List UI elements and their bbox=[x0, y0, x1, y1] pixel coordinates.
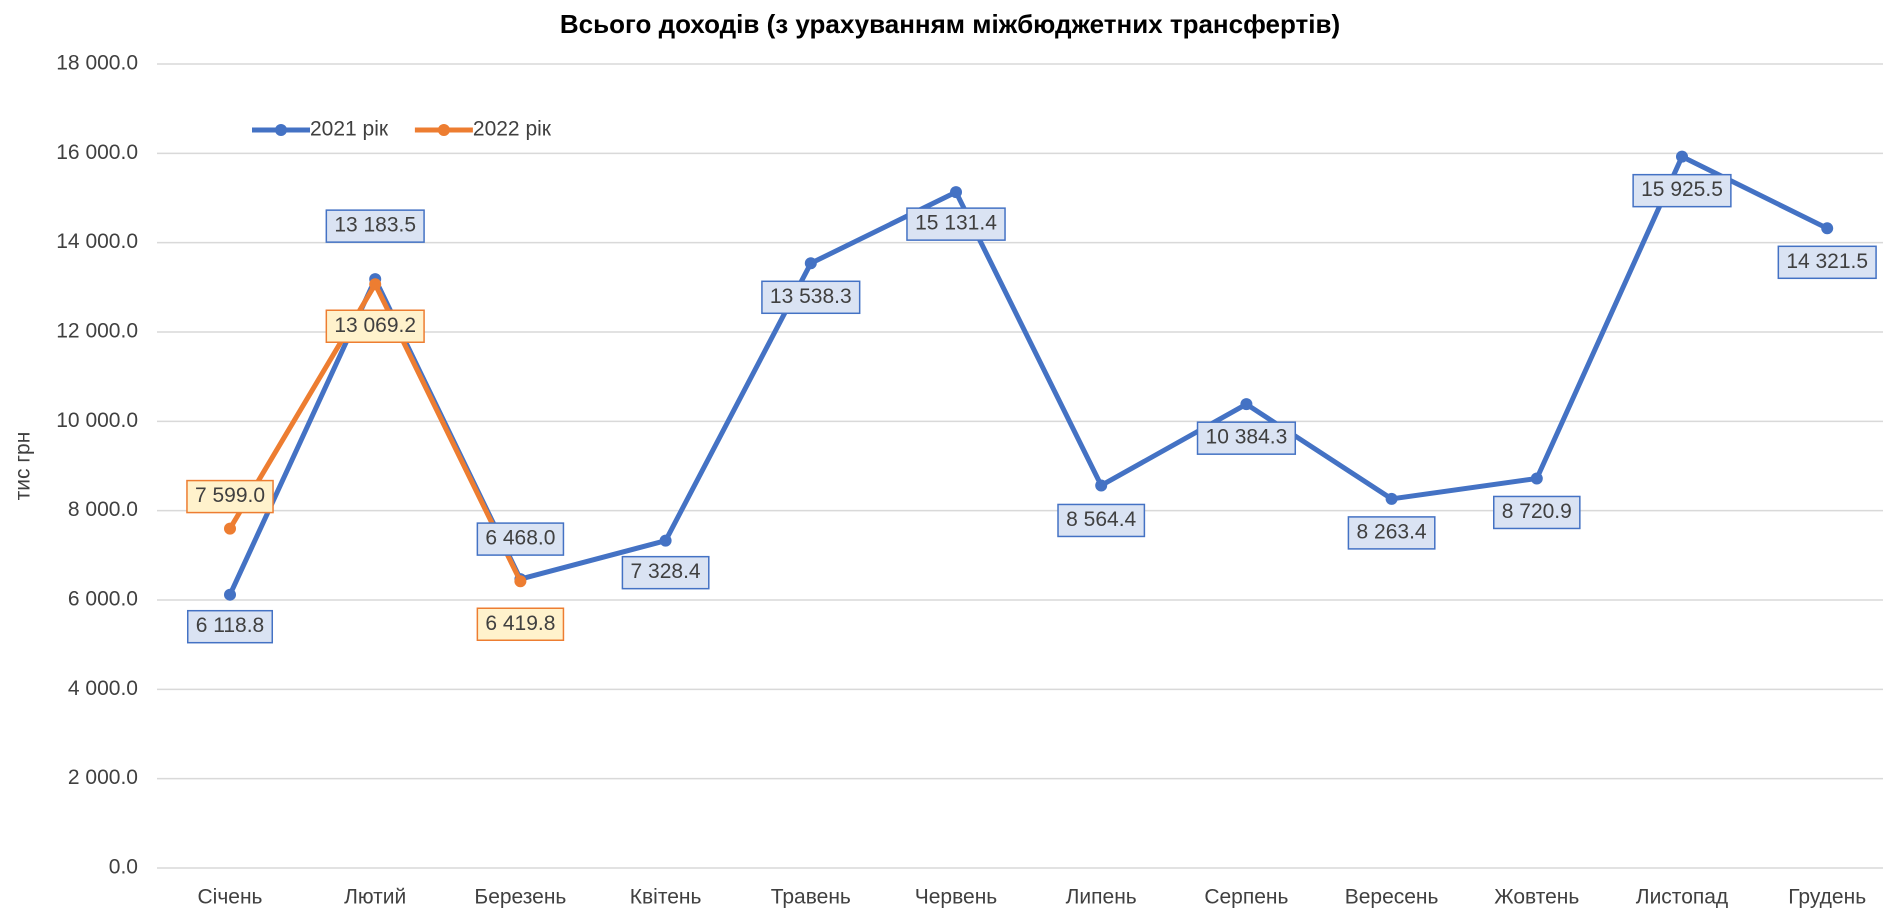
data-label-box bbox=[1057, 503, 1146, 538]
marker bbox=[224, 588, 236, 601]
data-label-text: 7 328.4 bbox=[631, 560, 701, 583]
y-tick-label: 16 000.0 bbox=[56, 141, 138, 164]
data-label-box bbox=[325, 309, 425, 343]
data-label: 6 468.0 bbox=[476, 522, 565, 556]
legend-marker bbox=[437, 124, 450, 136]
data-label: 15 925.5 bbox=[1632, 173, 1732, 208]
data-label-text: 7 599.0 bbox=[195, 484, 265, 507]
data-label: 14 321.5 bbox=[1777, 245, 1877, 280]
data-label-box bbox=[186, 479, 274, 514]
data-label: 6 118.8 bbox=[186, 609, 274, 644]
y-tick-label: 0.0 bbox=[109, 856, 138, 879]
data-label: 7 599.0 bbox=[186, 479, 274, 514]
data-label-box bbox=[1777, 245, 1877, 280]
legend-label: 2022 рік bbox=[473, 118, 552, 141]
data-label: 15 131.4 bbox=[906, 207, 1006, 241]
y-axis-label: тис грн bbox=[12, 432, 35, 501]
data-label-text: 13 538.3 bbox=[770, 285, 852, 308]
marker bbox=[1676, 150, 1688, 163]
chart-title: Всього доходів (з урахуванням міжбюджетн… bbox=[560, 9, 1340, 39]
data-label-box bbox=[761, 280, 861, 315]
x-tick-label: Листопад bbox=[1636, 886, 1728, 909]
data-label-text: 6 419.8 bbox=[485, 612, 555, 635]
x-tick-label: Лютий bbox=[344, 886, 406, 909]
data-label: 8 263.4 bbox=[1347, 516, 1436, 550]
x-tick-label: Серпень bbox=[1204, 886, 1288, 909]
data-label-box bbox=[325, 209, 425, 243]
y-tick-label: 18 000.0 bbox=[56, 52, 138, 75]
data-label-box bbox=[1196, 421, 1297, 455]
data-label-text: 14 321.5 bbox=[1786, 250, 1868, 273]
data-label-text: 15 925.5 bbox=[1641, 178, 1723, 201]
data-label-text: 15 131.4 bbox=[915, 212, 997, 235]
x-tick-label: Липень bbox=[1066, 886, 1137, 909]
x-tick-label: Жовтень bbox=[1494, 886, 1579, 909]
data-label: 6 419.8 bbox=[476, 607, 565, 641]
data-label-box bbox=[1632, 173, 1732, 208]
marker bbox=[224, 522, 236, 535]
data-label: 13 538.3 bbox=[761, 280, 861, 315]
data-label-text: 10 384.3 bbox=[1206, 426, 1288, 449]
data-label-text: 13 069.2 bbox=[334, 314, 416, 337]
x-tick-label: Січень bbox=[198, 886, 263, 909]
data-label: 8 720.9 bbox=[1493, 495, 1581, 530]
data-label: 7 328.4 bbox=[621, 555, 710, 590]
y-tick-label: 4 000.0 bbox=[68, 677, 138, 700]
data-label-text: 8 564.4 bbox=[1066, 508, 1136, 531]
legend-label: 2021 рік bbox=[310, 118, 389, 141]
y-tick-label: 8 000.0 bbox=[68, 498, 138, 521]
data-label-text: 13 183.5 bbox=[334, 214, 416, 237]
y-tick-label: 10 000.0 bbox=[56, 409, 138, 432]
y-tick-label: 6 000.0 bbox=[68, 588, 138, 611]
data-label: 13 069.2 bbox=[325, 309, 425, 343]
marker bbox=[514, 575, 527, 588]
marker bbox=[369, 278, 382, 291]
data-label-box bbox=[1493, 495, 1581, 530]
data-label-text: 6 118.8 bbox=[196, 614, 265, 637]
marker bbox=[1530, 472, 1543, 485]
y-tick-label: 2 000.0 bbox=[68, 766, 138, 789]
data-label-text: 8 263.4 bbox=[1357, 520, 1427, 543]
marker bbox=[1385, 492, 1398, 505]
marker bbox=[950, 186, 962, 199]
x-tick-label: Травень bbox=[771, 886, 851, 909]
marker bbox=[659, 534, 672, 547]
data-label-box bbox=[186, 609, 274, 644]
y-tick-label: 14 000.0 bbox=[56, 230, 138, 253]
legend-marker bbox=[275, 124, 287, 136]
data-label: 8 564.4 bbox=[1057, 503, 1146, 538]
data-label: 10 384.3 bbox=[1196, 421, 1297, 455]
data-label-box bbox=[621, 555, 710, 590]
x-tick-label: Вересень bbox=[1345, 886, 1439, 909]
x-tick-label: Червень bbox=[915, 886, 998, 909]
data-label-box bbox=[906, 207, 1006, 241]
x-tick-label: Грудень bbox=[1788, 886, 1866, 909]
data-label-box bbox=[476, 522, 565, 556]
marker bbox=[1240, 398, 1253, 411]
x-tick-label: Березень bbox=[474, 886, 566, 909]
data-label-text: 6 468.0 bbox=[485, 527, 555, 550]
marker bbox=[804, 257, 817, 270]
x-tick-label: Квітень bbox=[630, 886, 702, 909]
data-label-box bbox=[476, 607, 565, 641]
marker bbox=[1095, 479, 1108, 492]
data-label-box bbox=[1347, 516, 1436, 550]
marker bbox=[1821, 222, 1834, 235]
data-label-text: 8 720.9 bbox=[1502, 500, 1572, 523]
data-label: 13 183.5 bbox=[325, 209, 425, 243]
series-line bbox=[227, 154, 1829, 596]
y-tick-label: 12 000.0 bbox=[56, 320, 138, 343]
